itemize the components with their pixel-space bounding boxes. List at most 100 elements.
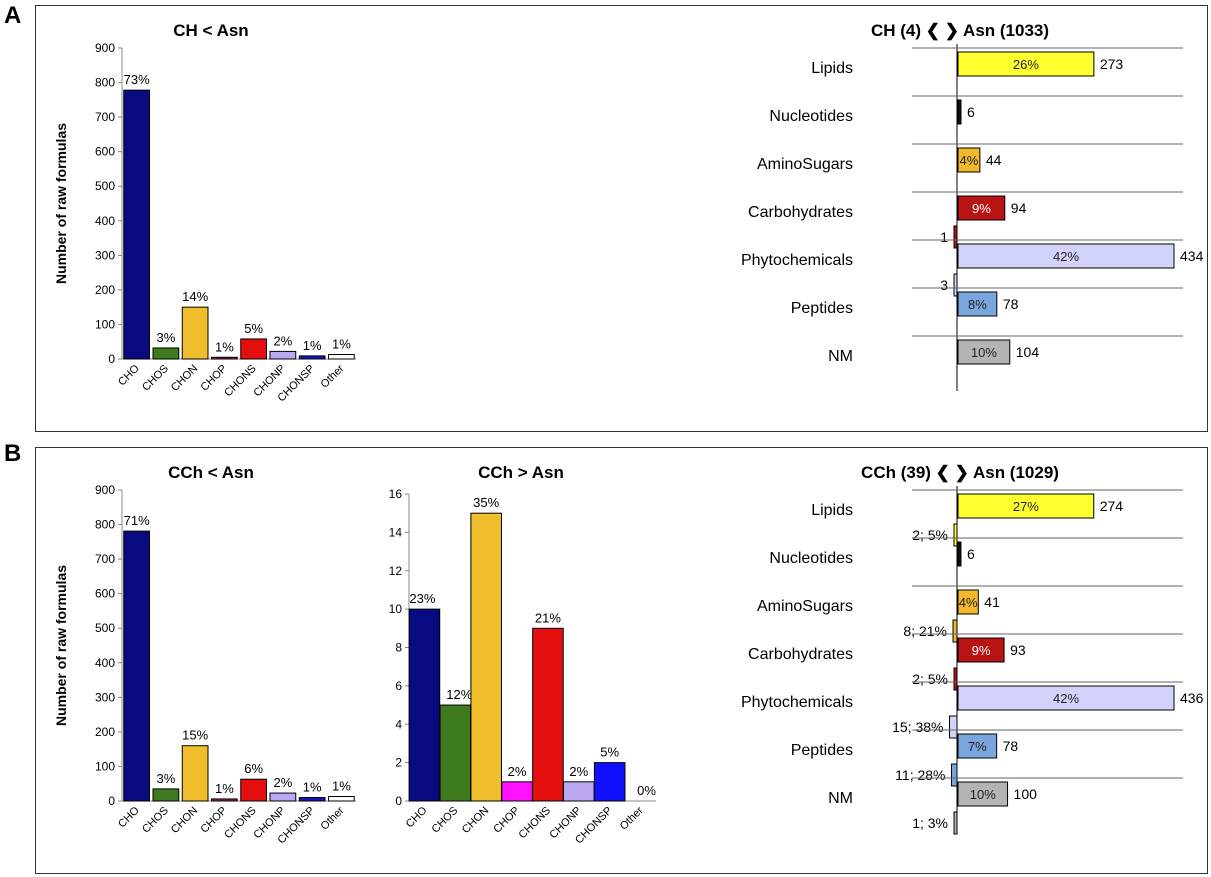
other-count-label: 15; 38%	[892, 719, 943, 735]
bar-chonp	[269, 350, 297, 360]
bar-other-lipids	[953, 523, 958, 547]
other-count-label: 8; 21%	[903, 623, 947, 639]
bar-other-phytochemicals	[949, 715, 958, 739]
panel-letter-b: B	[4, 440, 22, 467]
bar-inner-label: 42%	[1053, 691, 1079, 706]
y-tick-label: 500	[95, 621, 115, 635]
data-label: 1%	[215, 339, 234, 354]
category-label: NM	[828, 790, 853, 807]
bar-other-aminosugars	[952, 619, 958, 643]
y-tick-label: 900	[95, 41, 115, 55]
chart-b-left: CCh < Asn Number of raw formulas 0 100 200 30…	[53, 463, 356, 846]
y-tick-label: 6	[395, 679, 402, 693]
category-label: Peptides	[791, 300, 853, 317]
category-label: Carbohydrates	[748, 204, 853, 221]
y-tick-label: 0	[108, 794, 115, 808]
y-tick-label: 4	[395, 717, 402, 731]
bar-count-label: 93	[1010, 642, 1026, 658]
y-axis-label: Number of raw formulas	[53, 123, 69, 284]
bar-chonp	[563, 781, 595, 802]
bar-count-label: 273	[1100, 56, 1124, 72]
bar-asn-aminosugars	[957, 589, 979, 615]
bar-other	[328, 354, 355, 360]
bar-inner-label: 9%	[972, 201, 991, 216]
data-label: 3%	[156, 330, 175, 345]
x-tick-label: Other	[319, 804, 347, 832]
y-tick-label: 100	[95, 759, 115, 773]
data-label: 1%	[303, 338, 322, 353]
bar-asn-peptides	[957, 291, 998, 317]
bar-count-label: 94	[1011, 200, 1027, 216]
x-tick-label: CHON	[460, 805, 491, 836]
bar-chos	[152, 788, 180, 802]
data-label: 5%	[244, 321, 263, 336]
y-tick-label: 900	[95, 483, 115, 497]
x-tick-label: CHO	[404, 804, 430, 830]
data-label: 12%	[446, 687, 472, 702]
bar-chonsp	[298, 797, 326, 802]
x-tick-label: CHONS	[516, 805, 553, 842]
bar-other-phytochemicals	[953, 273, 958, 297]
bar-asn-phytochemicals	[957, 685, 1175, 711]
bar-asn-aminosugars	[957, 147, 981, 173]
bar-chop	[211, 798, 238, 802]
bar-other-carbohydrates	[953, 667, 958, 691]
category-label: Phytochemicals	[741, 694, 853, 711]
bar-asn-lipids	[957, 51, 1095, 77]
bar-chon	[181, 745, 209, 802]
category-label: Lipids	[811, 502, 853, 519]
bar-inner-label: 26%	[1013, 57, 1039, 72]
y-tick-label: 700	[95, 552, 115, 566]
bar-other-carbohydrates	[953, 225, 958, 249]
x-tick-label: Other	[319, 362, 347, 390]
x-tick-label: CHO	[116, 804, 142, 830]
bar-chon	[470, 512, 502, 802]
bar-inner-label: 9%	[972, 643, 991, 658]
bar-count-label: 44	[986, 152, 1002, 168]
data-label: 71%	[124, 513, 150, 528]
other-count-label: 3	[940, 277, 948, 293]
panel-a-frame	[35, 5, 1208, 432]
bar-chonp	[269, 792, 297, 802]
bar-inner-label: 4%	[960, 153, 979, 168]
chart-title: CH (4) ❮ ❯ Asn (1033)	[871, 21, 1049, 41]
category-label: Nucleotides	[769, 550, 853, 567]
category-label: Lipids	[811, 60, 853, 77]
other-count-label: 11; 28%	[895, 767, 945, 783]
chart-title: CCh > Asn	[478, 463, 564, 482]
bar-asn-lipids	[957, 493, 1095, 519]
bar-asn-nucleotides	[957, 99, 962, 125]
chart-b-mid: CCh > Asn 0 2 4 6 8 10 12 14 16 23% CHO 12% CHOS 35% CH…	[389, 463, 657, 846]
panel-b-frame	[35, 447, 1208, 874]
chart-title: CCh < Asn	[168, 463, 254, 482]
bar-inner-label: 7%	[968, 739, 987, 754]
bar-inner-label: 4%	[959, 595, 978, 610]
data-label: 1%	[303, 780, 322, 795]
other-count-label: 1; 3%	[912, 815, 948, 831]
y-tick-label: 100	[95, 317, 115, 331]
y-tick-label: 800	[95, 76, 115, 90]
category-label: AminoSugars	[757, 598, 853, 615]
bar-chons	[532, 627, 564, 802]
bar-count-label: 6	[967, 546, 975, 562]
y-tick-label: 14	[389, 525, 403, 539]
data-label: 2%	[569, 764, 588, 779]
bar-count-label: 78	[1003, 296, 1019, 312]
other-count-label: 1	[940, 229, 948, 245]
chart-b-right: CCh (39) ❮ ❯ Asn (1029) Lipids 27% 274 2; 5%…	[741, 463, 1204, 835]
bar-count-label: 434	[1180, 248, 1204, 264]
bar-other-peptides	[951, 763, 958, 787]
data-label: 35%	[473, 495, 499, 510]
bar-inner-label: 42%	[1053, 249, 1079, 264]
y-tick-label: 2	[395, 756, 402, 770]
bar-inner-label: 10%	[971, 345, 997, 360]
bar-count-label: 104	[1016, 344, 1040, 360]
category-label: Phytochemicals	[741, 252, 853, 269]
x-tick-label: CHO	[116, 362, 142, 388]
bar-chos	[152, 347, 180, 360]
data-label: 73%	[124, 72, 150, 87]
panel-letter-a: A	[4, 2, 22, 29]
data-label: 1%	[332, 337, 351, 352]
y-tick-label: 200	[95, 725, 115, 739]
chart-title: CCh (39) ❮ ❯ Asn (1029)	[861, 463, 1059, 483]
